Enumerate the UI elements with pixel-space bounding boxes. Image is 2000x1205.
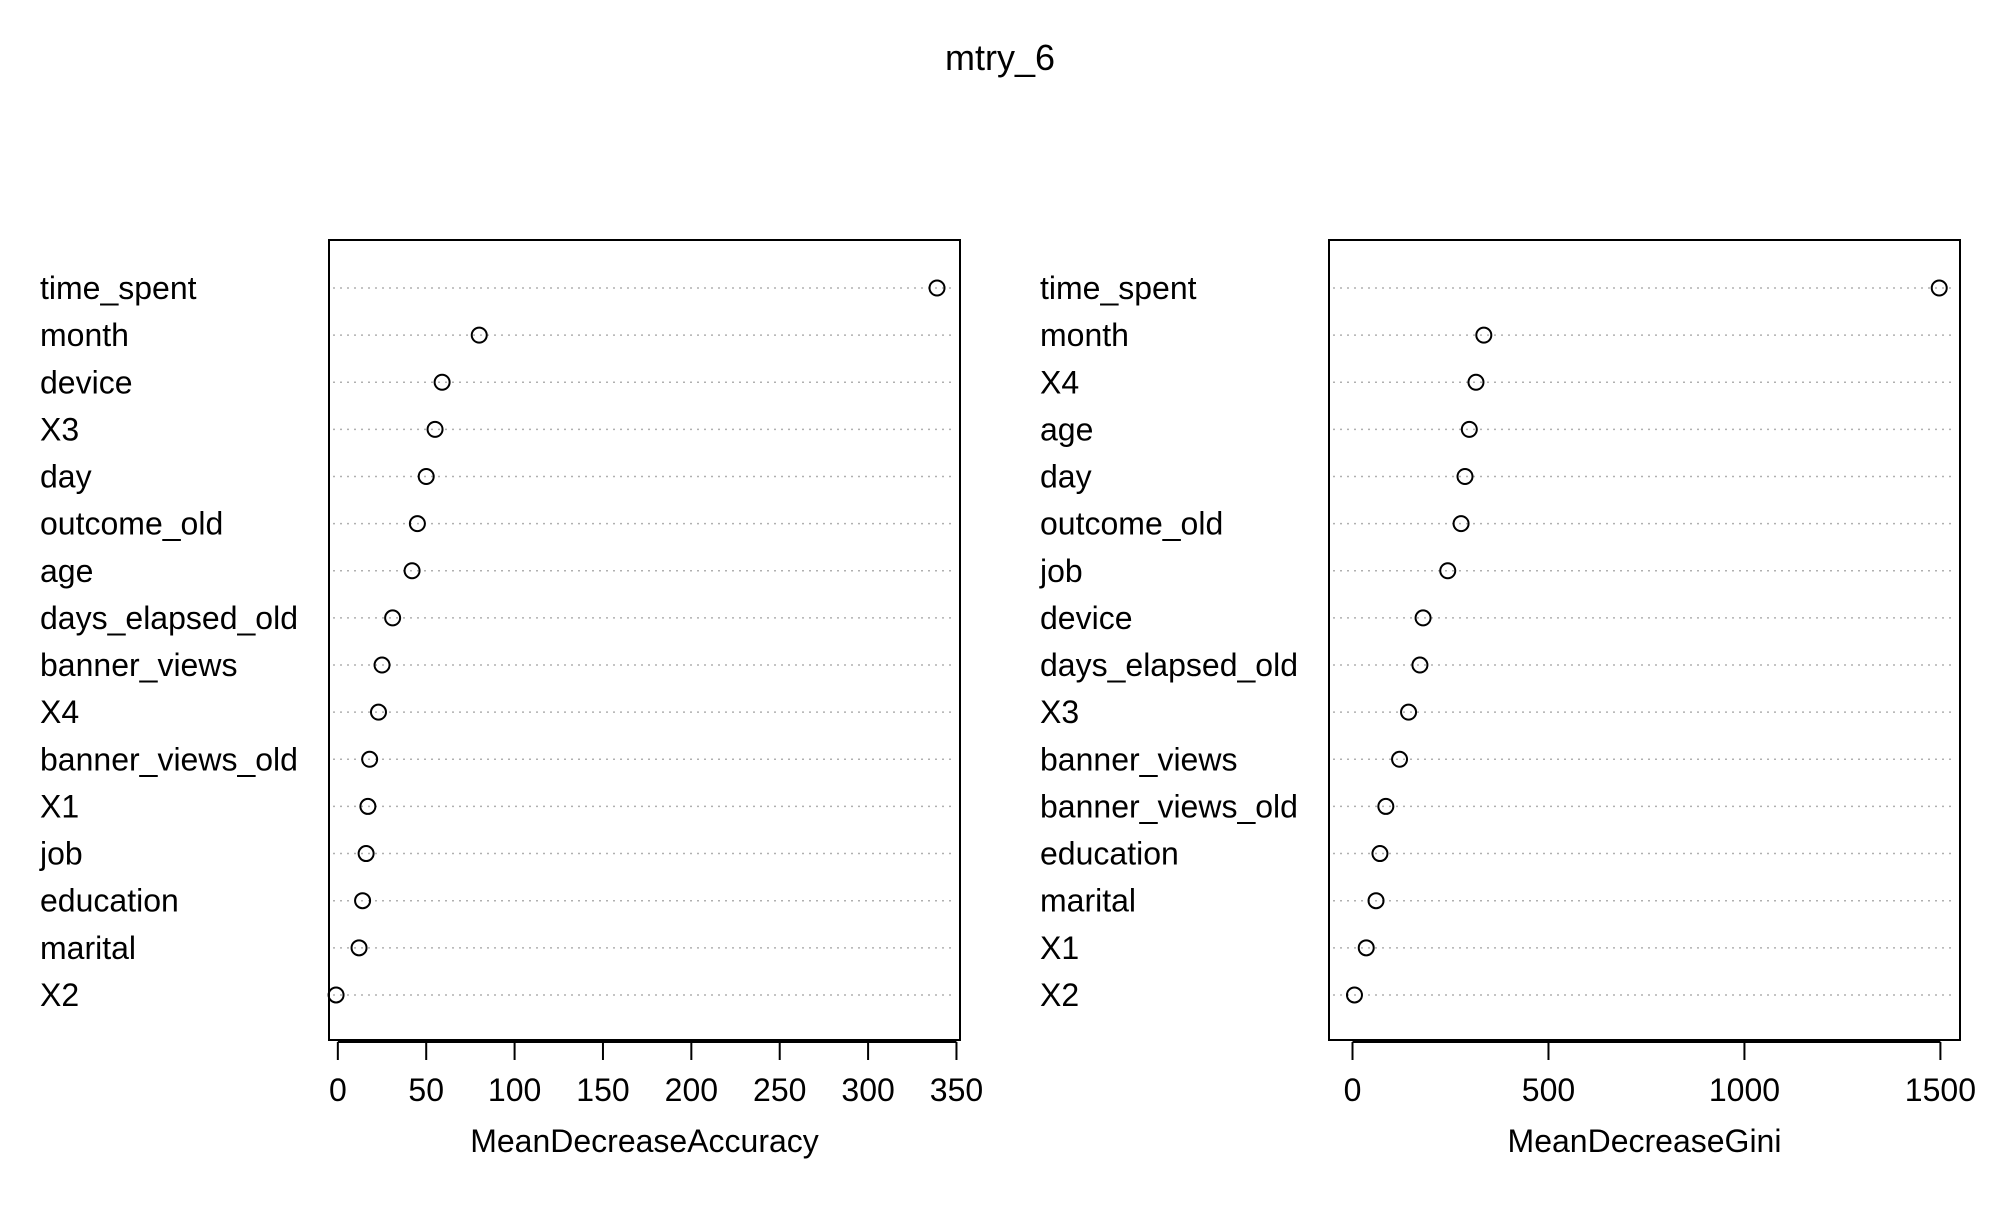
panel-2-x-tick-label: 1500	[1905, 1072, 1976, 1108]
panel-1-variable-label: X1	[40, 788, 79, 824]
panel-2-variable-label: age	[1040, 411, 1093, 447]
panel-1-x-axis-title: MeanDecreaseAccuracy	[470, 1123, 819, 1159]
panel-1-point	[373, 656, 391, 674]
panel-2-point	[1371, 845, 1389, 863]
panel-1-x-tick-label: 350	[930, 1072, 983, 1108]
panel-2-x-tick-label: 0	[1344, 1072, 1362, 1108]
panel-2-variable-label: time_spent	[1040, 270, 1197, 306]
panel-2-point	[1345, 986, 1363, 1004]
panel-1-x-tick-label: 50	[408, 1072, 444, 1108]
panel-2-variable-label: job	[1039, 553, 1083, 589]
panel-1-point	[384, 609, 402, 627]
panel-1-variable-label: day	[40, 459, 92, 495]
panel-2-variable-label: education	[1040, 836, 1179, 872]
panel-1-plot-box	[328, 239, 961, 1041]
panel-2-plot-box	[1328, 239, 1961, 1041]
panel-1-variable-label: banner_views	[40, 647, 237, 683]
panel-2-variable-label: marital	[1040, 883, 1136, 919]
panel-2-variable-label: month	[1040, 317, 1129, 353]
panel-1-point	[417, 468, 435, 486]
panel-2-variable-label: device	[1040, 600, 1133, 636]
panel-1-variable-label: device	[40, 364, 133, 400]
panel-2-point	[1930, 279, 1948, 297]
panel-1-point	[350, 939, 368, 957]
panel-2-x-tick-label: 500	[1522, 1072, 1575, 1108]
panel-2-x-tick-label: 1000	[1709, 1072, 1780, 1108]
panel-1-point	[403, 562, 421, 580]
panel-2-variable-label: X2	[1040, 977, 1079, 1013]
panel-1-variable-label: age	[40, 553, 93, 589]
panel-1-variable-label: X4	[40, 694, 79, 730]
panel-1-x-tick-label: 300	[841, 1072, 894, 1108]
panel-2-variable-label: X3	[1040, 694, 1079, 730]
panel-2-point	[1367, 892, 1385, 910]
panel-2-point	[1414, 609, 1432, 627]
panel-1-point	[359, 797, 377, 815]
panel-1-variable-label: time_spent	[40, 270, 197, 306]
panel-2-point	[1391, 750, 1409, 768]
panel-1-point	[369, 703, 387, 721]
panel-1-x-tick-label: 100	[488, 1072, 541, 1108]
panel-2-point	[1460, 420, 1478, 438]
panel-2-variable-label: banner_views	[1040, 741, 1237, 777]
panel-1-x-tick-label: 250	[753, 1072, 806, 1108]
panel-1-variable-label: X2	[40, 977, 79, 1013]
panel-1-variable-label: X3	[40, 411, 79, 447]
panel-1-variable-label: education	[40, 883, 179, 919]
panel-1-variable-label: month	[40, 317, 129, 353]
panel-2-variable-label: X4	[1040, 364, 1079, 400]
panel-2-point	[1456, 468, 1474, 486]
panel-1-variable-label: days_elapsed_old	[40, 600, 298, 636]
panel-2-point	[1452, 515, 1470, 533]
panel-1-point	[426, 420, 444, 438]
panel-1-point	[357, 845, 375, 863]
panel-2-point	[1357, 939, 1375, 957]
panel-2-point	[1411, 656, 1429, 674]
panel-1-x-tick-label: 0	[329, 1072, 347, 1108]
panel-1-point	[470, 326, 488, 344]
panel-1-variable-label: marital	[40, 930, 136, 966]
panel-2-point	[1439, 562, 1457, 580]
panel-2-variable-label: X1	[1040, 930, 1079, 966]
panel-1-point	[361, 750, 379, 768]
panel-1-variable-label: banner_views_old	[40, 741, 298, 777]
panel-1-point	[433, 373, 451, 391]
panel-2-x-axis-title: MeanDecreaseGini	[1508, 1123, 1782, 1159]
chart-title: mtry_6	[945, 37, 1055, 78]
panel-1-variable-label: job	[39, 836, 83, 872]
panel-2-variable-label: outcome_old	[1040, 506, 1223, 542]
panel-2-variable-label: banner_views_old	[1040, 788, 1298, 824]
panel-2-variable-label: day	[1040, 459, 1092, 495]
panel-2-point	[1377, 797, 1395, 815]
panel-2-variable-label: days_elapsed_old	[1040, 647, 1298, 683]
panel-2-point	[1467, 373, 1485, 391]
panel-1-point	[408, 515, 426, 533]
panel-1-point	[327, 986, 345, 1004]
panel-1-point	[354, 892, 372, 910]
panel-2-point	[1400, 703, 1418, 721]
panel-2-point	[1475, 326, 1493, 344]
panel-1-x-tick-label: 150	[576, 1072, 629, 1108]
panel-1-x-tick-label: 200	[665, 1072, 718, 1108]
panel-1-point	[928, 279, 946, 297]
panel-1-variable-label: outcome_old	[40, 506, 223, 542]
